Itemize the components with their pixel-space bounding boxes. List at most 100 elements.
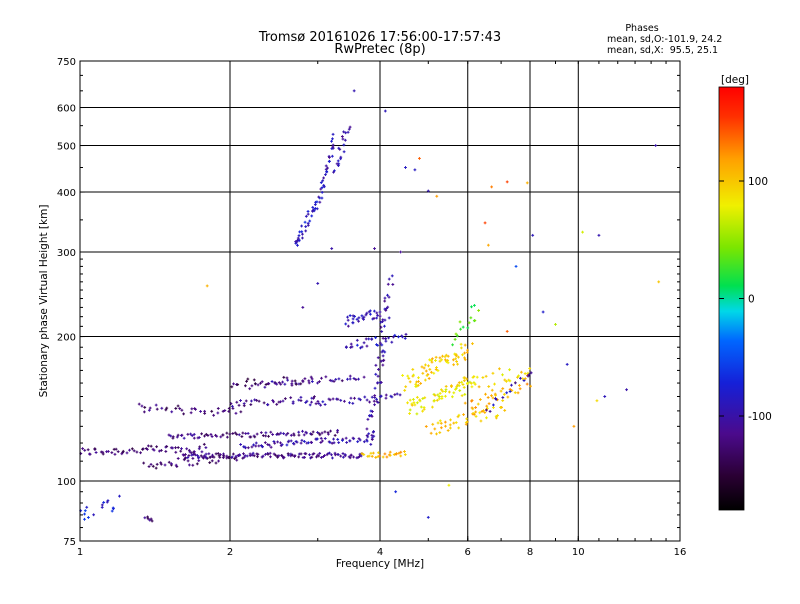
scatter-point: [192, 436, 196, 440]
scatter-point: [383, 452, 387, 456]
scatter-point: [437, 397, 441, 401]
scatter-point: [105, 450, 109, 454]
scatter-point: [458, 389, 462, 392]
scatter-point: [434, 368, 438, 371]
scatter-point: [393, 393, 397, 397]
scatter-point: [342, 130, 346, 134]
scatter-point: [401, 335, 404, 339]
scatter-point: [510, 389, 514, 392]
scatter-point: [518, 387, 522, 391]
scatter-point: [248, 387, 252, 391]
x-axis-label: Frequency [MHz]: [336, 558, 424, 570]
scatter-point: [324, 167, 328, 171]
scatter-point: [300, 230, 304, 234]
scatter-point: [436, 369, 440, 372]
scatter-point: [307, 381, 311, 385]
scatter-point: [279, 382, 283, 386]
scatter-point: [417, 376, 420, 380]
scatter-point: [208, 461, 212, 465]
scatter-point: [281, 380, 284, 384]
scatter-point: [297, 433, 301, 437]
scatter-point: [501, 387, 505, 390]
scatter-point: [227, 407, 231, 410]
scatter-point: [413, 168, 417, 172]
scatter-point: [404, 385, 408, 389]
scatter-point: [332, 170, 335, 174]
scatter-point: [116, 450, 120, 454]
scatter-point: [337, 164, 340, 168]
scatter-point: [155, 445, 159, 449]
scatter-point: [180, 447, 183, 451]
scatter-point: [490, 185, 494, 189]
scatter-point: [210, 409, 214, 413]
scatter-point: [348, 456, 352, 460]
scatter-point: [232, 382, 235, 386]
scatter-point: [143, 516, 147, 520]
scatter-point: [361, 316, 365, 320]
scatter-point: [227, 410, 231, 413]
scatter-point: [261, 454, 265, 458]
scatter-point: [174, 407, 178, 410]
scatter-point: [342, 150, 346, 154]
scatter-point: [322, 185, 326, 189]
scatter-point: [209, 433, 213, 436]
scatter-point: [303, 455, 306, 459]
scatter-point: [398, 393, 402, 397]
scatter-point: [179, 449, 183, 453]
scatter-point: [243, 384, 247, 388]
scatter-point: [461, 383, 465, 386]
scatter-point: [505, 379, 508, 383]
scatter-point: [454, 421, 458, 424]
scatter-point: [303, 377, 307, 381]
scatter-point: [154, 403, 158, 407]
scatter-point: [234, 411, 238, 415]
scatter-point: [421, 397, 425, 400]
scatter-point: [625, 388, 628, 392]
scatter-point: [277, 432, 281, 436]
scatter-point: [196, 454, 199, 457]
scatter-point: [386, 305, 390, 309]
scatter-point: [341, 455, 345, 459]
scatter-point: [305, 431, 309, 435]
scatter-point: [320, 376, 323, 380]
scatter-point: [201, 455, 205, 459]
scatter-point: [273, 381, 277, 385]
scatter-point: [110, 509, 114, 513]
scatter-point: [299, 441, 303, 445]
scatter-point: [176, 433, 180, 437]
scatter-point: [264, 434, 268, 438]
scatter-point: [234, 456, 238, 459]
scatter-point: [430, 370, 433, 374]
scatter-point: [345, 441, 349, 444]
scatter-point: [367, 454, 371, 458]
scatter-point: [516, 391, 520, 395]
scatter-point: [309, 440, 313, 444]
scatter-point: [87, 452, 91, 456]
scatter-point: [246, 446, 250, 450]
scatter-point: [135, 450, 139, 454]
scatter-point: [525, 181, 529, 185]
scatter-point: [528, 367, 532, 370]
scatter-point: [340, 379, 344, 383]
scatter-point: [343, 453, 347, 457]
scatter-point: [139, 451, 142, 455]
scatter-point: [100, 503, 104, 507]
scatter-point: [475, 375, 479, 379]
scatter-point: [254, 441, 258, 445]
scatter-point: [421, 371, 425, 375]
scatter-point: [337, 441, 341, 444]
scatter-point: [416, 383, 420, 387]
scatter-point: [375, 311, 379, 315]
scatter-point: [463, 351, 466, 355]
scatter-point: [170, 410, 174, 414]
phases-stats-o: mean, sd,O:-101.9, 24.2: [607, 34, 722, 45]
scatter-point: [378, 310, 382, 314]
scatter-point: [86, 448, 90, 452]
scatter-point: [336, 428, 339, 432]
scatter-point: [459, 327, 462, 331]
scatter-point: [293, 455, 296, 458]
scatter-point: [460, 394, 464, 398]
scatter-point: [160, 406, 164, 410]
chart-subtitle: RwPretec (8p): [334, 42, 425, 57]
scatter-point: [316, 431, 319, 434]
